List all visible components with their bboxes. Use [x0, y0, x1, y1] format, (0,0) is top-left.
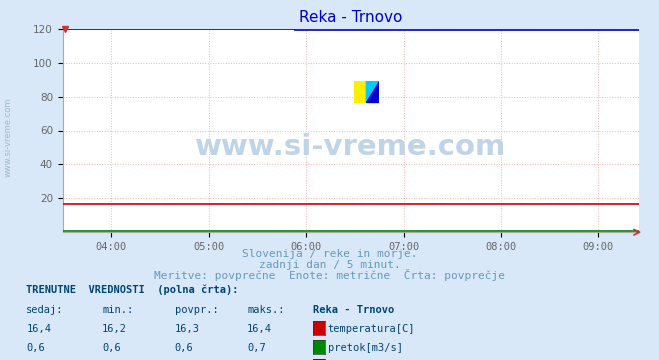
Text: sedaj:: sedaj:	[26, 305, 64, 315]
Title: Reka - Trnovo: Reka - Trnovo	[299, 10, 403, 25]
Text: 0,7: 0,7	[247, 343, 266, 353]
Polygon shape	[366, 81, 379, 102]
Polygon shape	[366, 81, 379, 102]
Text: 0,6: 0,6	[102, 343, 121, 353]
Text: www.si-vreme.com: www.si-vreme.com	[3, 97, 13, 176]
Text: min.:: min.:	[102, 305, 133, 315]
Text: TRENUTNE  VREDNOSTI  (polna črta):: TRENUTNE VREDNOSTI (polna črta):	[26, 285, 239, 296]
Text: www.si-vreme.com: www.si-vreme.com	[195, 133, 507, 161]
Text: 0,6: 0,6	[175, 343, 193, 353]
Text: 16,2: 16,2	[102, 324, 127, 334]
Text: povpr.:: povpr.:	[175, 305, 218, 315]
Text: 16,4: 16,4	[247, 324, 272, 334]
Text: maks.:: maks.:	[247, 305, 285, 315]
Text: 16,3: 16,3	[175, 324, 200, 334]
Text: Meritve: povprečne  Enote: metrične  Črta: povprečje: Meritve: povprečne Enote: metrične Črta:…	[154, 269, 505, 281]
Bar	[354, 81, 366, 102]
Text: temperatura[C]: temperatura[C]	[328, 324, 415, 334]
Text: Slovenija / reke in morje.: Slovenija / reke in morje.	[242, 249, 417, 260]
Text: 16,4: 16,4	[26, 324, 51, 334]
Text: Reka - Trnovo: Reka - Trnovo	[313, 305, 394, 315]
Text: zadnji dan / 5 minut.: zadnji dan / 5 minut.	[258, 260, 401, 270]
Text: pretok[m3/s]: pretok[m3/s]	[328, 343, 403, 353]
Text: 0,6: 0,6	[26, 343, 45, 353]
